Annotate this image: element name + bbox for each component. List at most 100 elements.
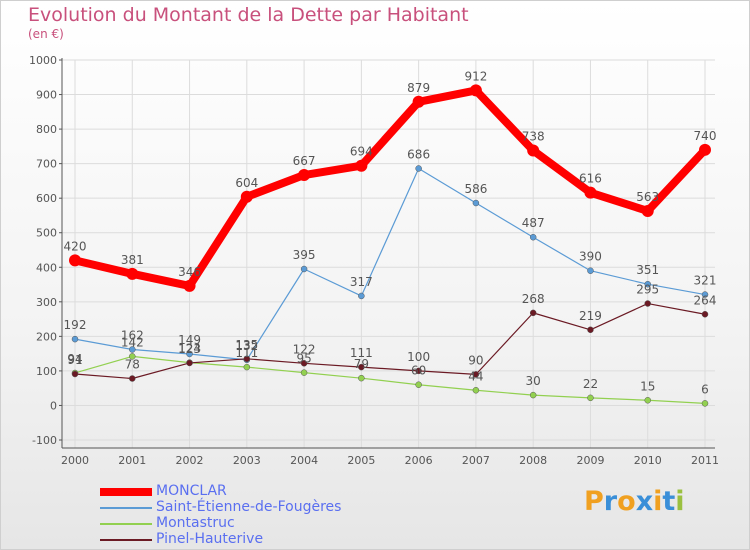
data-label-3: 111 — [350, 346, 373, 360]
data-label-3: 123 — [178, 342, 201, 356]
grid — [62, 59, 715, 448]
series-point-0 — [412, 95, 425, 108]
series-point-1 — [587, 267, 594, 274]
x-tick-label: 2005 — [347, 454, 375, 467]
y-tick-label: 600 — [36, 192, 57, 205]
data-label-0: 616 — [579, 172, 602, 186]
data-label-0: 740 — [694, 129, 717, 143]
legend-label-montastruc: Montastruc — [156, 515, 235, 531]
data-label-1: 390 — [579, 250, 602, 264]
logo-letter: t — [662, 486, 676, 517]
data-label-1: 132 — [235, 339, 258, 353]
series-point-3 — [129, 375, 136, 382]
logo-letter: o — [617, 486, 636, 517]
legend-label-saint-etienne: Saint-Étienne-de-Fougères — [156, 499, 342, 515]
x-tick-label: 2004 — [290, 454, 318, 467]
y-tick-label: 900 — [36, 89, 57, 102]
data-label-2: 15 — [640, 379, 655, 393]
series-point-3 — [243, 355, 251, 363]
data-label-1: 586 — [464, 182, 487, 196]
series-point-2 — [243, 363, 251, 371]
series-point-3 — [71, 370, 79, 378]
series-point-1 — [472, 199, 480, 207]
series-point-0 — [240, 190, 253, 203]
series-point-0 — [641, 204, 654, 217]
series-point-3 — [415, 367, 422, 375]
data-labels: 192 162 149 132 395 317 686 586 487 390 351 321 94 14… — [64, 69, 717, 396]
data-label-0: 879 — [407, 81, 430, 95]
series-point-2 — [529, 391, 537, 399]
y-tick-label: -100 — [32, 434, 57, 447]
data-label-3: 295 — [636, 283, 659, 297]
data-label-1: 321 — [694, 274, 717, 288]
data-label-3: 100 — [407, 350, 430, 364]
y-tick-label: 100 — [36, 365, 57, 378]
series-point-3 — [529, 309, 537, 317]
data-label-2: 111 — [235, 346, 258, 360]
data-label-2: 79 — [354, 357, 369, 371]
data-label-2: 6 — [701, 382, 709, 396]
series-point-0 — [298, 169, 311, 182]
legend-item-pinel-hauterive: Pinel-Hauterive — [100, 531, 400, 548]
series-line-3 — [74, 302, 706, 380]
series-point-2 — [587, 394, 594, 402]
series-point-1 — [71, 335, 79, 343]
data-label-3: 91 — [67, 353, 82, 367]
data-label-1: 395 — [293, 248, 316, 262]
data-label-0: 738 — [522, 130, 545, 144]
legend-item-montastruc: Montastruc — [100, 515, 400, 532]
series-point-0 — [699, 143, 711, 156]
series-point-1 — [701, 291, 709, 298]
data-label-0: 346 — [178, 265, 201, 279]
legend-item-saint-etienne: Saint-Étienne-de-Fougères — [100, 499, 400, 516]
series-line-1 — [74, 167, 706, 361]
series-point-2 — [701, 400, 709, 407]
series-point-2 — [644, 397, 651, 404]
legend-swatch-saint-etienne — [100, 507, 152, 509]
x-tick-label: 2010 — [634, 454, 662, 467]
series-point-2 — [129, 353, 136, 360]
data-label-0: 563 — [636, 190, 659, 204]
data-label-3: 264 — [694, 293, 717, 307]
data-label-3: 268 — [522, 292, 545, 306]
y-tick-label: 0 — [50, 399, 57, 412]
x-tick-label: 2001 — [118, 454, 146, 467]
legend-label-pinel-hauterive: Pinel-Hauterive — [156, 531, 264, 547]
logo-letter: i — [653, 486, 663, 517]
series-point-3 — [587, 326, 594, 334]
x-tick-label: 2002 — [176, 454, 204, 467]
logo-letter: x — [635, 486, 654, 517]
series-point-0 — [69, 254, 81, 267]
legend-swatch-pinel-hauterive — [100, 539, 152, 541]
series-point-2 — [472, 387, 480, 394]
series-group — [69, 84, 711, 407]
data-label-2: 95 — [296, 352, 311, 366]
data-label-1: 192 — [64, 318, 87, 332]
x-tick-label: 2003 — [233, 454, 261, 467]
data-label-1: 487 — [522, 216, 545, 230]
series-point-0 — [126, 267, 139, 280]
data-label-2: 30 — [526, 374, 541, 388]
x-tick-label: 2000 — [61, 454, 89, 467]
data-label-2: 142 — [121, 335, 144, 349]
series-point-0 — [527, 144, 540, 157]
series-point-1 — [358, 292, 365, 300]
legend-item-monclar: MONCLAR — [100, 483, 400, 500]
y-tick-label: 500 — [36, 227, 57, 240]
data-label-1: 162 — [121, 328, 144, 342]
y-tick-label: 300 — [36, 296, 57, 309]
legend-swatch-monclar — [100, 488, 152, 496]
series-point-0 — [469, 84, 482, 97]
series-point-1 — [129, 346, 136, 353]
y-tick-label: 200 — [36, 330, 57, 343]
series-point-0 — [584, 186, 597, 199]
series-point-2 — [300, 369, 308, 376]
chart-title: Evolution du Montant de la Dette par Hab… — [28, 4, 469, 26]
proxiti-logo: Proxiti — [584, 486, 685, 517]
data-label-2: 22 — [583, 377, 598, 391]
data-label-3: 78 — [125, 358, 140, 372]
series-point-0 — [183, 279, 196, 292]
data-label-3: 135 — [235, 338, 258, 352]
series-point-3 — [186, 359, 193, 367]
data-label-1: 351 — [636, 263, 659, 277]
